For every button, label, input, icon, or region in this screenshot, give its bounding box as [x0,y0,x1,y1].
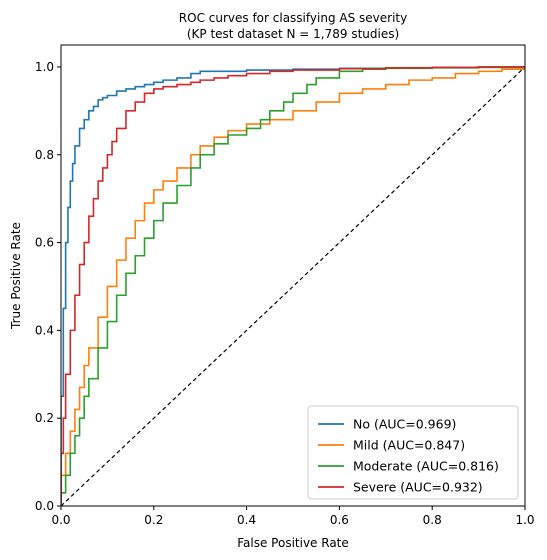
x-tick-label: 0.8 [423,513,442,527]
chart-title: ROC curves for classifying AS severity (… [179,11,407,41]
y-tick-label: 0.0 [35,499,54,513]
chance-diagonal-line [61,66,525,506]
y-tick-label: 0.2 [35,411,54,425]
x-tick-label: 0.2 [144,513,163,527]
x-tick-label: 0.0 [51,513,70,527]
legend-box [307,405,519,500]
y-tick-label: 1.0 [35,60,54,74]
chart-title-line-1: ROC curves for classifying AS severity [179,11,407,25]
x-axis-label: False Positive Rate [237,536,349,550]
chart-title-line-2: (KP test dataset N = 1,789 studies) [187,27,399,41]
x-axis-ticks: 0.0 0.2 0.4 0.6 0.8 1.0 [51,506,535,527]
legend: No (AUC=0.969) Mild (AUC=0.847) Moderate (… [307,405,519,500]
plot-area-frame [60,44,526,507]
y-tick-label: 0.6 [35,236,54,250]
roc-line-series-3 [61,66,525,506]
x-tick-label: 0.6 [330,513,349,527]
y-tick-label: 0.4 [35,323,54,337]
y-axis-label: True Positive Rate [9,222,23,330]
legend-label-3: Severe (AUC=0.932) [353,480,483,495]
x-tick-label: 1.0 [515,513,534,527]
roc-line-series-2 [61,66,525,506]
x-tick-label: 0.4 [237,513,256,527]
y-axis-ticks: 0.0 0.2 0.4 0.6 0.8 1.0 [35,60,61,513]
legend-label-1: Mild (AUC=0.847) [353,438,465,453]
legend-label-0: No (AUC=0.969) [353,417,456,432]
roc-line-series-1 [61,66,525,506]
y-tick-label: 0.8 [35,148,54,162]
legend-label-2: Moderate (AUC=0.816) [353,459,499,474]
